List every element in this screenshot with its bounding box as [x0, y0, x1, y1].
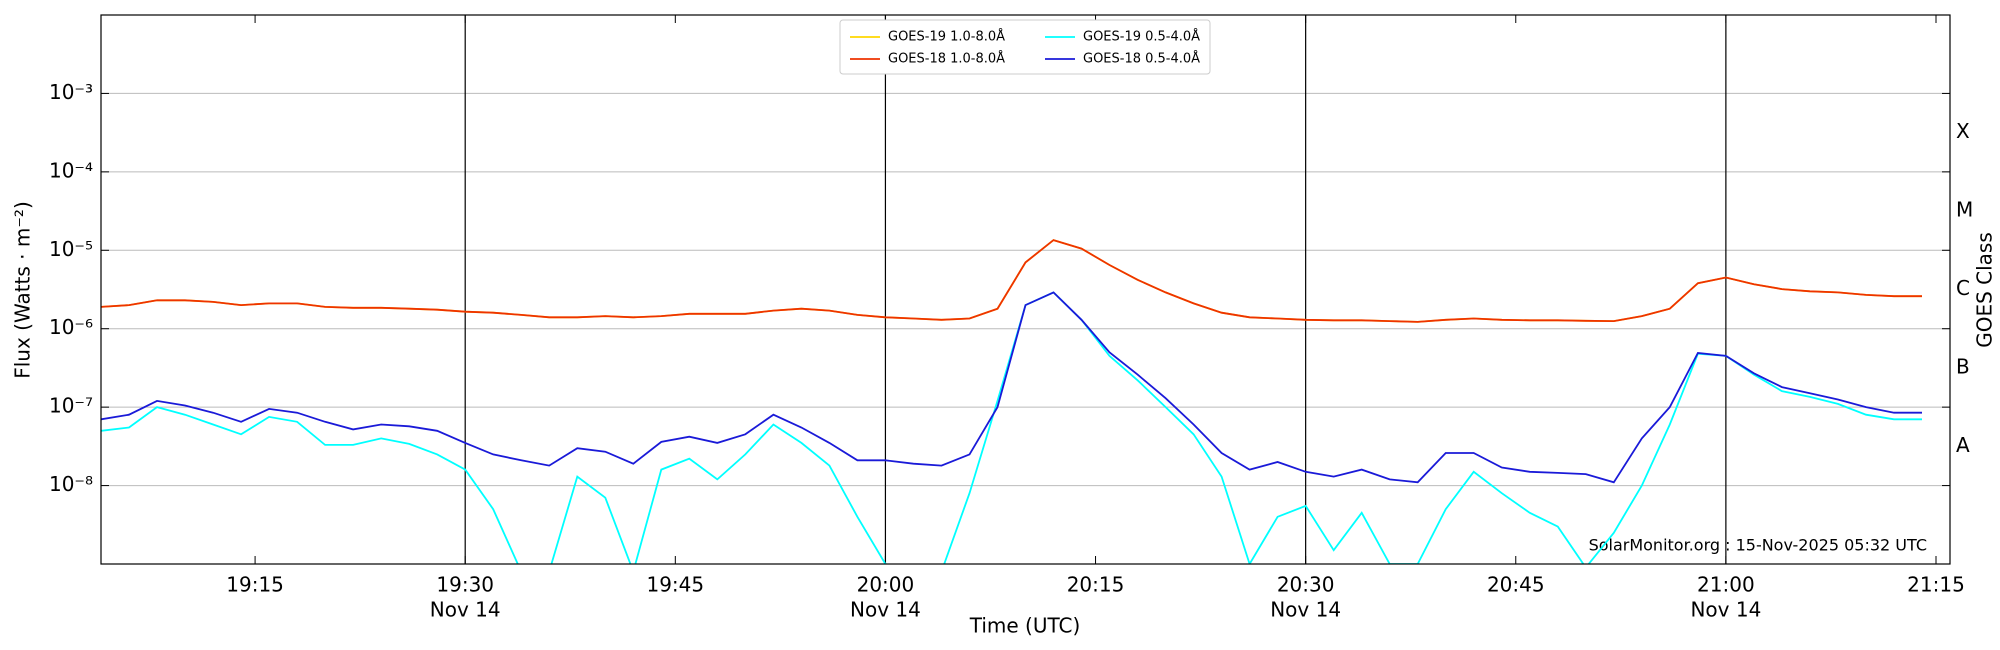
y2-tick-label: X — [1956, 119, 1970, 143]
series-line — [101, 291, 1922, 484]
x-tick-label: 20:15 — [1067, 573, 1125, 597]
plot-lines — [101, 239, 1922, 564]
plot-frame — [100, 14, 1951, 565]
y2-tick-label: A — [1956, 433, 1970, 457]
annotation: SolarMonitor.org : 15-Nov-2025 05:32 UTC — [1589, 536, 1927, 555]
y-tick-label: 10⁻⁶ — [49, 315, 93, 339]
plot-area — [101, 15, 1950, 564]
x-tick-label: 20:00 — [857, 573, 915, 597]
y2-tick-label: B — [1956, 354, 1970, 378]
x-tick-label: 20:45 — [1487, 573, 1545, 597]
legend-label: GOES-18 1.0-8.0Å — [888, 51, 1005, 67]
x-tick-label: 19:15 — [226, 573, 284, 597]
legend-label: GOES-19 1.0-8.0Å — [888, 29, 1005, 45]
y-tick-label: 10⁻⁵ — [49, 237, 93, 261]
x-tick-label: 21:15 — [1907, 573, 1965, 597]
y2-axis-label: GOES Class — [1973, 232, 1997, 348]
x-tick-date: Nov 14 — [850, 598, 921, 622]
x-tick-label: 21:00 — [1697, 573, 1755, 597]
x-tick-label: 20:30 — [1277, 573, 1335, 597]
x-axis-label: Time (UTC) — [969, 614, 1081, 638]
y-tick-label: 10⁻³ — [49, 80, 93, 104]
x-tick-label: 19:45 — [646, 573, 704, 597]
legend-box — [839, 19, 1211, 75]
x-tick-date: Nov 14 — [1690, 598, 1761, 622]
legend: GOES-19 1.0-8.0Å GOES-18 1.0-8.0Å GOES-19 … — [839, 19, 1211, 75]
legend-label: GOES-19 0.5-4.0Å — [1083, 29, 1200, 45]
y-tick-label: 10⁻⁸ — [49, 472, 93, 496]
y-tick-label: 10⁻⁷ — [49, 394, 93, 418]
legend-label: GOES-18 0.5-4.0Å — [1083, 51, 1200, 67]
series-line — [101, 239, 1922, 323]
y2-tick-label: M — [1956, 198, 1973, 222]
x-tick-date: Nov 14 — [1270, 598, 1341, 622]
x-tick-date: Nov 14 — [430, 598, 501, 622]
y-axis-label: Flux (Watts · m⁻²) — [11, 201, 35, 379]
x-tick-label: 19:30 — [436, 573, 494, 597]
y-tick-label: 10⁻⁴ — [49, 158, 93, 182]
y2-tick-label: C — [1956, 276, 1970, 300]
